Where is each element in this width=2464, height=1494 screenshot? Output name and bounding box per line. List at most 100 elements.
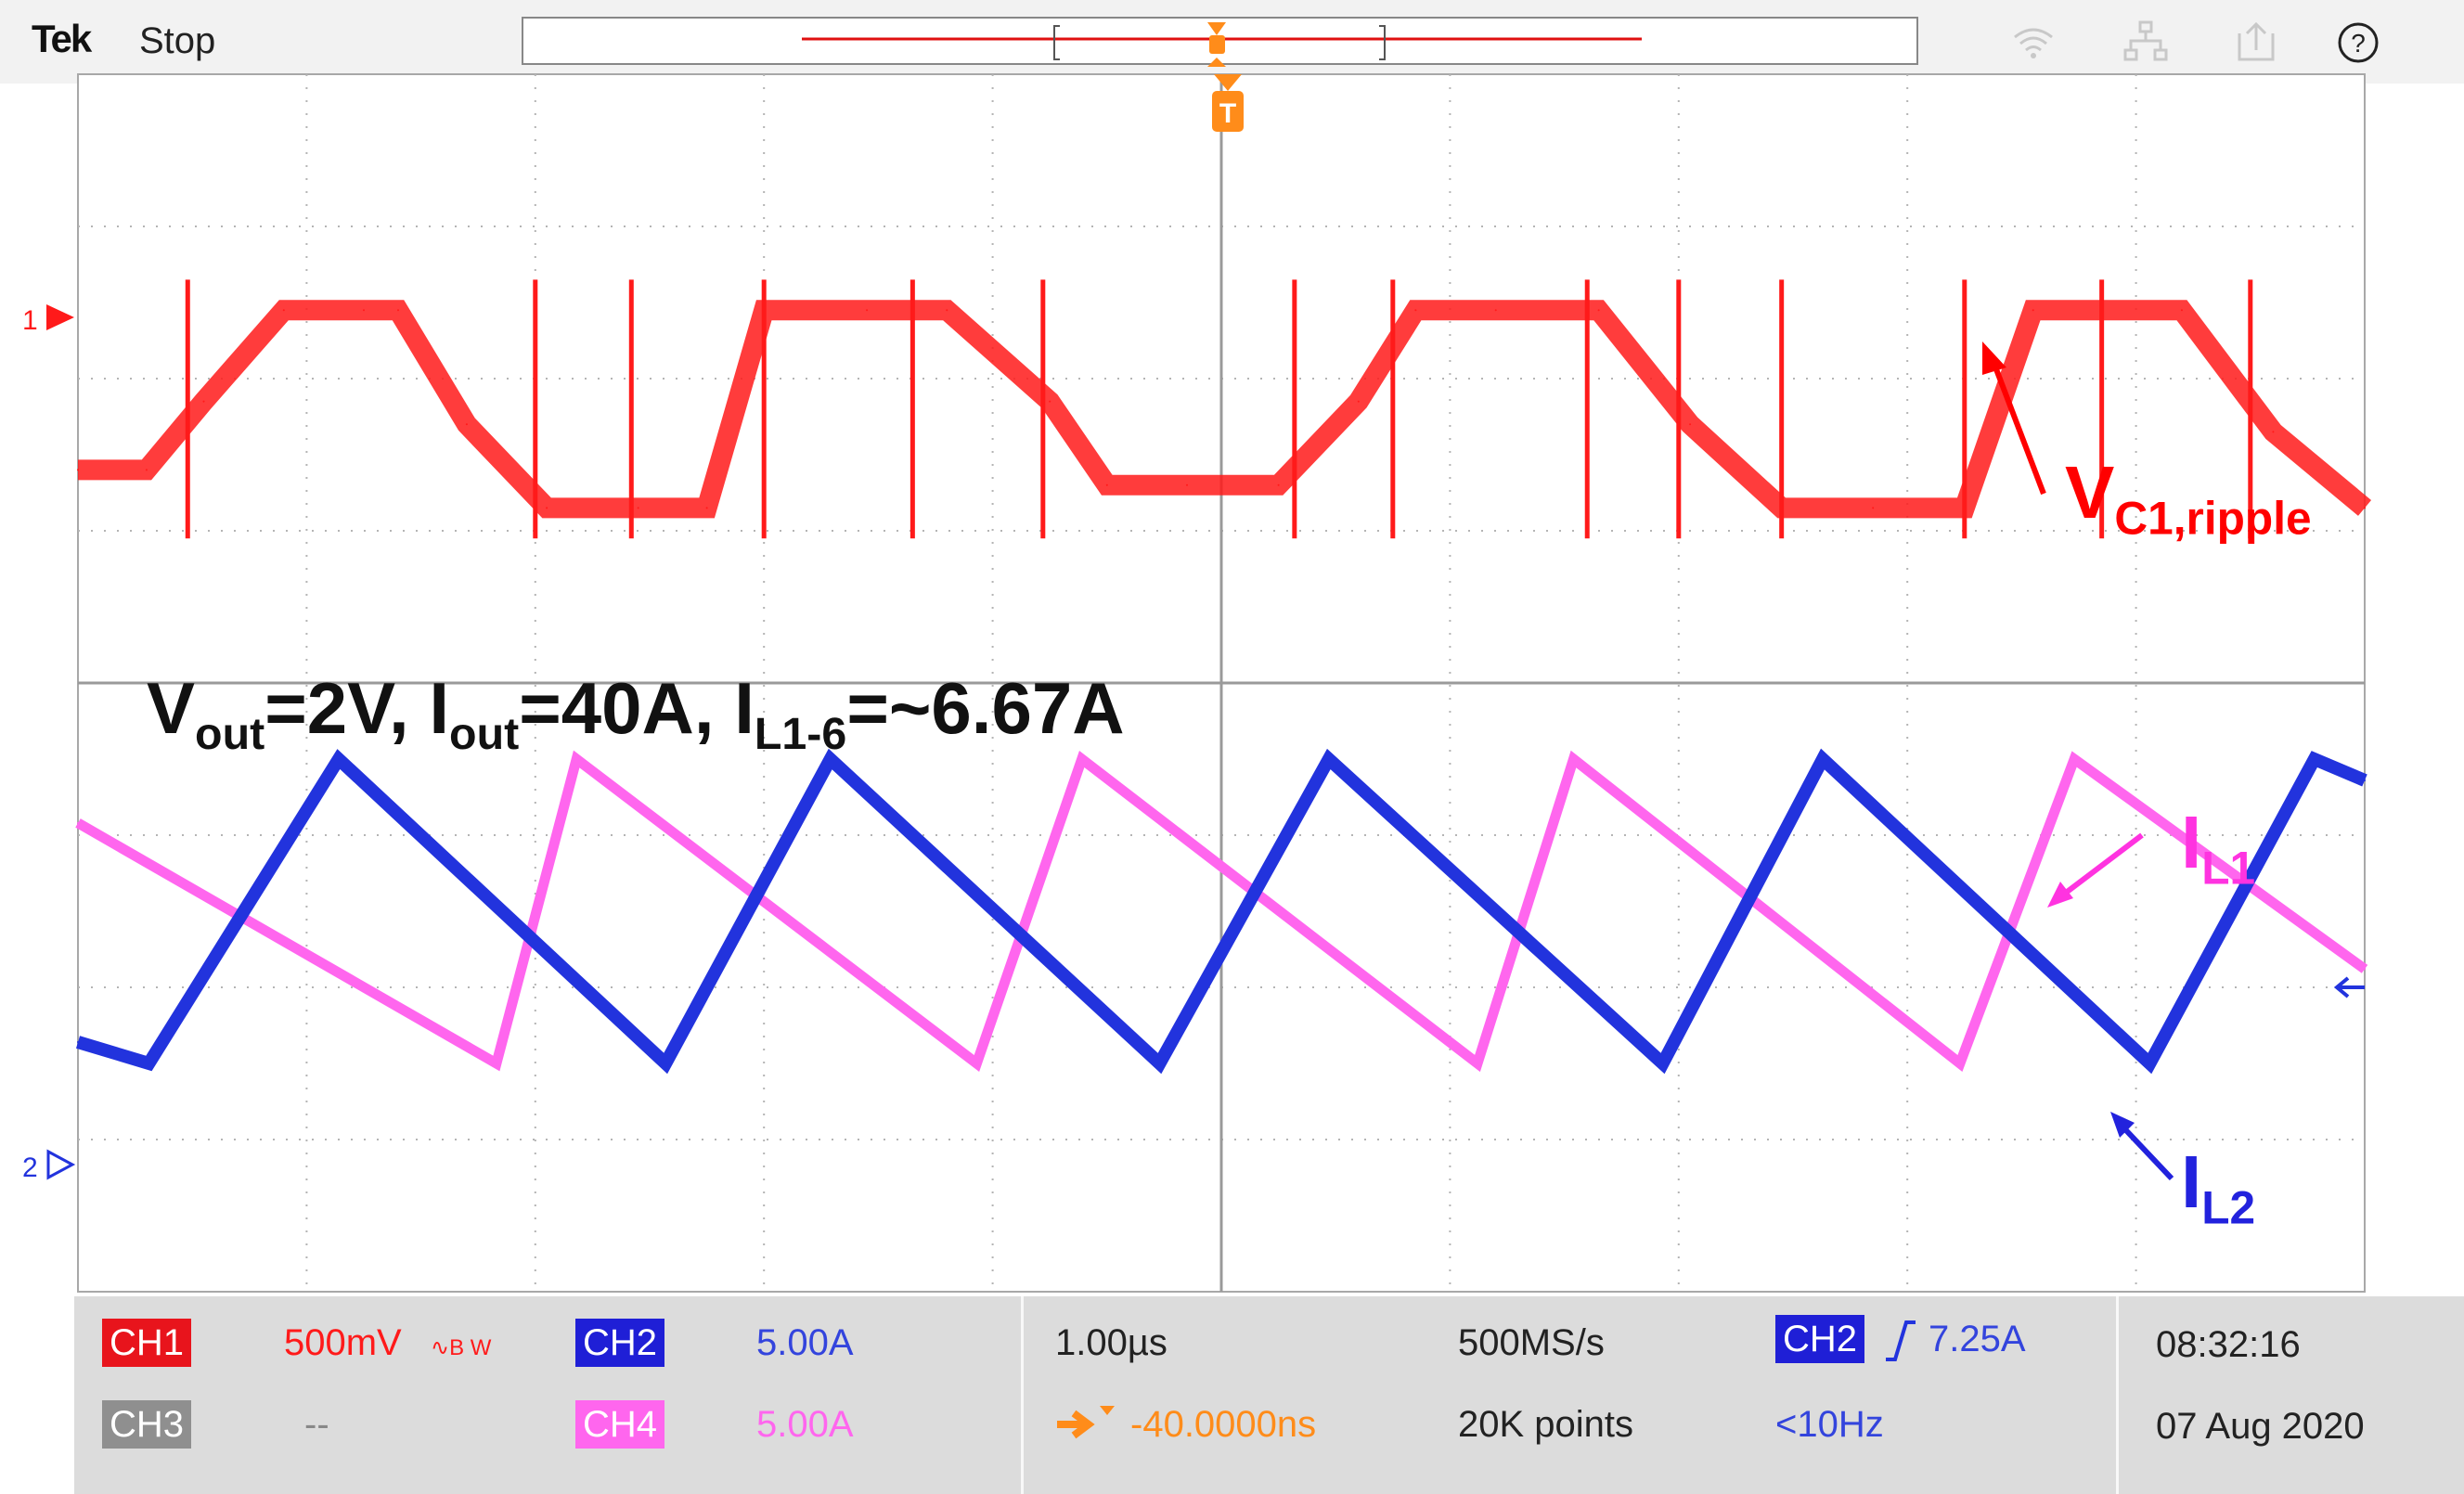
ch4-point [1572,758,1575,760]
ch1-point [465,423,468,426]
ch1-point [363,309,365,312]
ch4-trace [75,750,2368,1073]
ch2-point [2313,758,2316,760]
waveform-display[interactable]: T 1 2 [0,72,2464,1297]
ch2-trace [75,748,2367,1075]
ch1-point [1872,507,1875,509]
ch4-point [495,1063,497,1064]
trigger-level-arrow[interactable] [2333,976,2365,998]
ch1-point [1049,400,1051,403]
status-divider [1021,1296,1024,1494]
ch1-offset-marker[interactable]: 1 [22,304,74,336]
ch2-point [337,758,340,760]
ch1-point [202,400,205,403]
ch2-point [1822,758,1824,760]
record-view-graphic [802,22,1642,67]
clock-date: 07 Aug 2020 [2156,1406,2365,1447]
ch2-point [1327,758,1330,760]
ch1-point [546,507,548,509]
ch4-point [2364,968,2366,971]
ch1-marker-label: 1 [22,305,38,336]
ch1-point [2364,507,2366,509]
acquisition-status[interactable]: Stop [139,20,216,61]
il1-annotation: IL1 [2181,801,2256,895]
ch4-badge[interactable]: CH4 [575,1400,665,1449]
ch4-point [975,1063,978,1064]
ch2-point [1661,1063,1664,1064]
ch4-point [77,821,79,824]
horizontal-position[interactable]: -40.0000ns [1130,1404,1317,1445]
ch2-point [664,1063,667,1064]
status-divider [2116,1296,2119,1494]
ch1-point [2032,309,2034,312]
conditions-annotation: Vout=2V, Iout=40A, IL1-6=~6.67A [147,667,1125,759]
ch2-point [1158,1063,1161,1064]
ch4-point [1477,1063,1478,1064]
ch2-badge[interactable]: CH2 [575,1319,665,1367]
ch1-scale[interactable]: 500mV [284,1322,402,1363]
ch2-scale[interactable]: 5.00A [756,1322,854,1363]
clock-time: 08:32:16 [2156,1324,2301,1365]
ch1-point [1357,400,1360,403]
ch2-point [77,1041,79,1043]
ch1-point [1277,483,1280,486]
trigger-position-marker[interactable]: T [1212,74,1244,132]
sample-rate: 500MS/s [1458,1322,1605,1363]
ch1-point [145,469,148,471]
rising-edge-icon [1886,1320,1916,1361]
trigger-level[interactable]: 7.25A [1929,1319,2026,1359]
ch1-point [866,309,869,312]
top-bar: Tek Stop ? [0,0,2464,84]
annotation-arrows [1982,341,2174,1181]
ch4-scale[interactable]: 5.00A [756,1404,854,1445]
ch1-point [637,507,639,509]
ch2-point [2364,779,2366,781]
ch4-point [2073,758,2076,760]
help-icon[interactable]: ? [2334,19,2382,67]
record-view-bar[interactable] [522,17,1918,67]
ch1-point [1414,309,1417,312]
ch1-trace [78,300,2372,519]
svg-text:?: ? [2351,29,2366,58]
ch1-point [397,309,399,312]
ch1-point [1186,483,1188,486]
ch2-point [829,758,832,760]
ch1-point [1494,309,1497,312]
bandwidth-limit-icon: ∿B W [431,1335,492,1360]
datetime-panel: 08:32:16 07 Aug 2020 [2119,1296,2464,1494]
wifi-icon[interactable] [2009,19,2058,67]
ch4-point [1958,1063,1961,1064]
trigger-frequency: <10Hz [1775,1404,1884,1445]
ch3-scale: -- [304,1404,329,1445]
ch1-point [1105,483,1108,486]
record-length: 20K points [1458,1404,1634,1445]
il2-annotation: IL2 [2181,1140,2256,1234]
ch2-point [148,1063,150,1064]
ch4-point [575,758,578,760]
ch2-offset-marker[interactable]: 2 [22,1149,76,1183]
ch1-point [2180,309,2183,312]
horizontal-trigger-panel: 1.00µs -40.0000ns 500MS/s 20K points CH2… [1024,1296,2116,1494]
ch2-marker-label: 2 [22,1153,38,1183]
ch1-point [1689,423,1692,426]
ch1-point [946,309,948,312]
ch1-point [1597,309,1600,312]
svg-text:T: T [1219,98,1236,129]
ch1-point [705,507,708,509]
vc1-ripple-annotation: VC1,ripple [2065,451,2312,545]
ch1-point [282,309,285,312]
network-icon[interactable] [2122,19,2170,67]
ch2-point [2148,1063,2151,1064]
brand-logo: Tek [32,17,92,60]
ch3-badge[interactable]: CH3 [102,1400,192,1449]
ch1-point [2272,431,2275,433]
export-icon[interactable] [2232,19,2280,67]
ch1-badge[interactable]: CH1 [102,1319,192,1367]
channel-panel: CH1 500mV ∿B W CH2 5.00A CH3 -- CH4 5.00… [74,1296,1021,1494]
timebase-scale[interactable]: 1.00µs [1055,1322,1167,1363]
graticule-grid [77,73,2366,1293]
trigger-source-badge[interactable]: CH2 [1775,1315,1865,1363]
horizontal-position-icon [1057,1406,1115,1439]
ch1-point [77,469,79,471]
status-bar: CH1 500mV ∿B W CH2 5.00A CH3 -- CH4 5.00… [74,1296,2464,1494]
